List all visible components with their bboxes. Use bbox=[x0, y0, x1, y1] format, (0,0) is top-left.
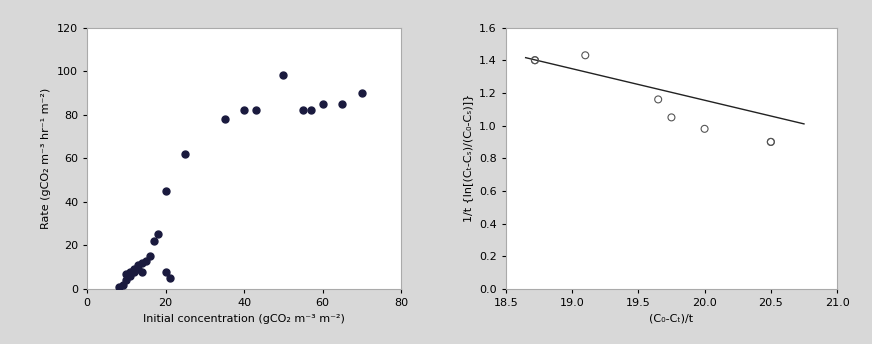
Point bbox=[249, 108, 262, 113]
Point bbox=[143, 254, 157, 259]
Point bbox=[217, 116, 231, 122]
Point bbox=[237, 108, 251, 113]
Point bbox=[127, 269, 141, 274]
Point bbox=[135, 269, 149, 274]
Point bbox=[296, 108, 310, 113]
Point bbox=[146, 238, 160, 244]
X-axis label: Initial concentration (gCO₂ m⁻³ m⁻²): Initial concentration (gCO₂ m⁻³ m⁻²) bbox=[143, 313, 345, 324]
Point bbox=[355, 90, 369, 96]
Point bbox=[764, 139, 778, 144]
Point bbox=[119, 278, 133, 283]
Point bbox=[119, 271, 133, 277]
Point bbox=[159, 269, 173, 274]
Point bbox=[127, 267, 141, 272]
Point bbox=[651, 97, 665, 102]
Point bbox=[578, 53, 592, 58]
Point bbox=[528, 57, 542, 63]
Y-axis label: 1/t {ln[(Cₜ-Cₛ)/(C₀-Cₛ)]}: 1/t {ln[(Cₜ-Cₛ)/(C₀-Cₛ)]} bbox=[463, 94, 473, 222]
Point bbox=[276, 73, 290, 78]
Point bbox=[131, 262, 145, 268]
Point bbox=[316, 101, 330, 107]
X-axis label: (C₀-Cₜ)/t: (C₀-Cₜ)/t bbox=[650, 313, 693, 324]
Point bbox=[124, 269, 138, 274]
Point bbox=[698, 126, 712, 132]
Point bbox=[131, 267, 145, 272]
Point bbox=[303, 108, 317, 113]
Point bbox=[335, 101, 349, 107]
Point bbox=[764, 139, 778, 144]
Point bbox=[151, 232, 165, 237]
Point bbox=[115, 282, 130, 287]
Point bbox=[159, 188, 173, 194]
Point bbox=[664, 115, 678, 120]
Point bbox=[178, 151, 192, 157]
Point bbox=[124, 273, 138, 279]
Point bbox=[135, 260, 149, 266]
Point bbox=[162, 275, 176, 281]
Point bbox=[139, 258, 153, 264]
Point bbox=[112, 284, 126, 290]
Y-axis label: Rate (gCO₂ m⁻³ hr⁻¹ m⁻²): Rate (gCO₂ m⁻³ hr⁻¹ m⁻²) bbox=[42, 88, 51, 229]
Point bbox=[528, 57, 542, 63]
